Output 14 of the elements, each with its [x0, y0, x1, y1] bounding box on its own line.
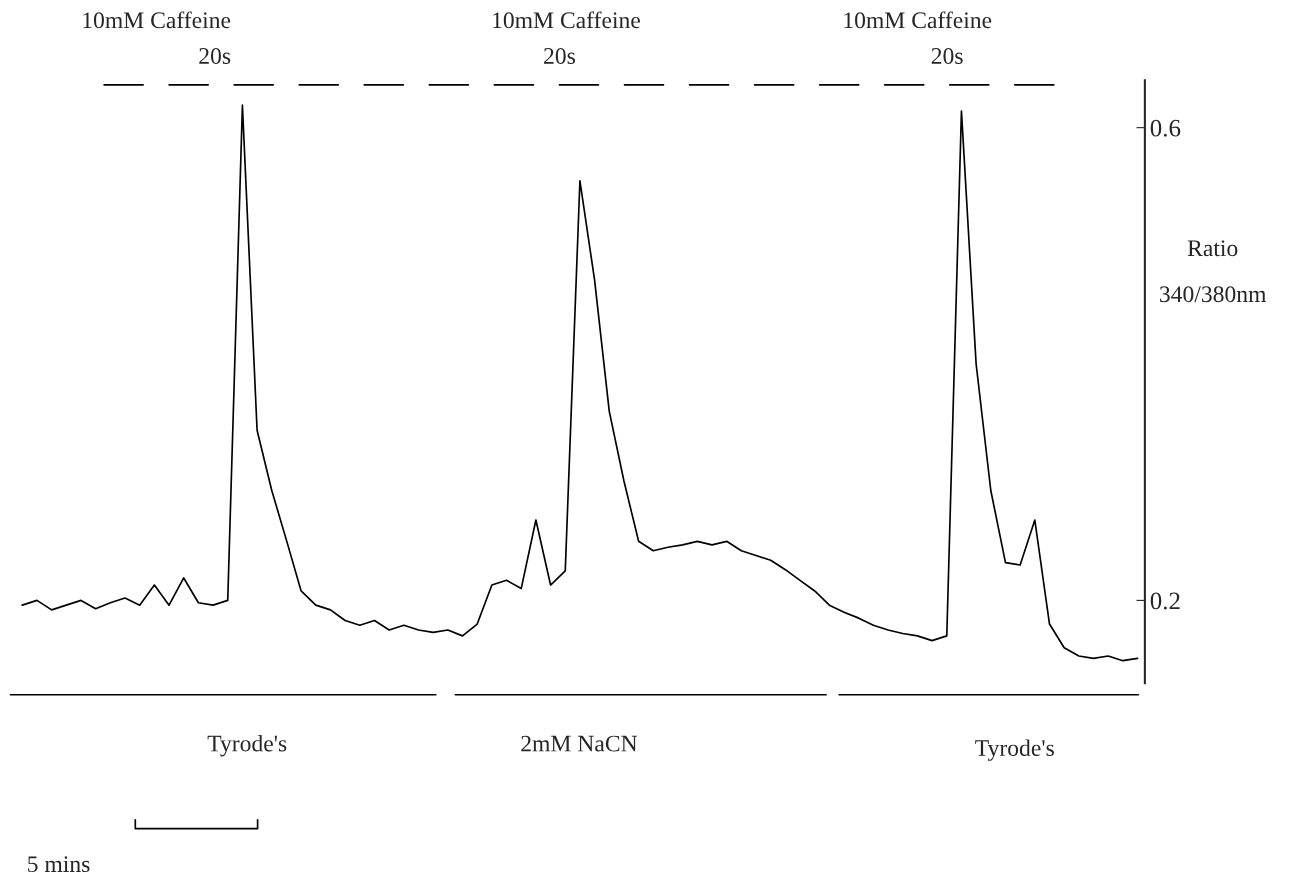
- text: 20s: [199, 48, 231, 64]
- text: 20s: [931, 48, 963, 64]
- text: 20s: [544, 48, 575, 64]
- text: Tyrode's: [207, 734, 287, 757]
- y-tick-label: 0.6: [1150, 119, 1181, 137]
- y-tick-label: 0.2: [1150, 592, 1180, 610]
- text: 10mM Caffeine: [493, 11, 640, 29]
- text: 10mM Caffeine: [83, 11, 231, 29]
- text: 5 mins: [28, 856, 90, 873]
- text: Tyrode's: [975, 739, 1054, 761]
- line-series: [21, 104, 1139, 662]
- text: 2mM NaCN: [521, 735, 638, 752]
- text: Ratio 340/380nm: [1160, 240, 1267, 303]
- text: 10mM Caffeine: [844, 11, 992, 29]
